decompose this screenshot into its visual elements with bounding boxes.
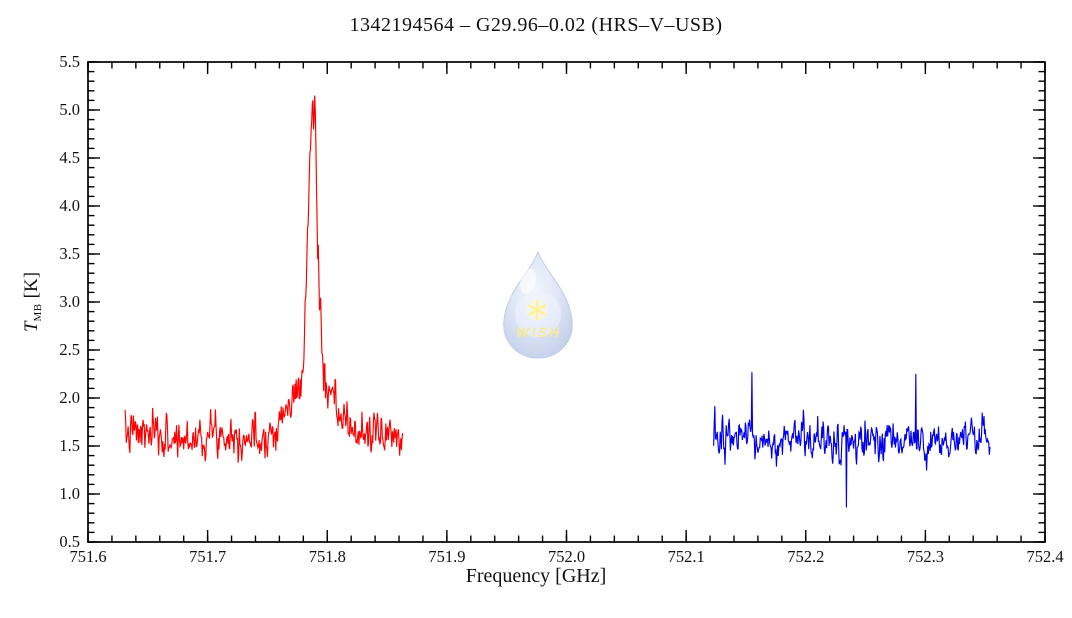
y-tick-label: 4.0 xyxy=(59,196,80,215)
y-tick-label: 2.5 xyxy=(59,340,80,359)
y-tick-label: 0.5 xyxy=(59,532,80,551)
x-tick-label: 752.0 xyxy=(547,547,586,566)
plot-title: 1342194564 – G29.96–0.02 (HRS–V–USB) xyxy=(349,14,723,36)
y-tick-label: 3.5 xyxy=(59,244,80,263)
x-tick-label: 752.2 xyxy=(787,547,825,566)
y-tick-label: 5.5 xyxy=(59,52,80,71)
x-tick-label: 752.1 xyxy=(667,547,705,566)
x-tick-label: 751.9 xyxy=(428,547,466,566)
wish-star-icon xyxy=(528,299,546,321)
wish-watermark: WISH xyxy=(503,250,573,359)
series-lower-sideband-segment-red xyxy=(124,95,404,463)
wish-logo-text: WISH xyxy=(516,325,561,340)
x-tick-label: 751.7 xyxy=(189,547,227,566)
series-upper-sideband-segment-blue xyxy=(713,372,991,508)
y-tick-label: 3.0 xyxy=(59,292,80,311)
y-tick-label: 1.0 xyxy=(59,484,80,503)
y-tick-label: 1.5 xyxy=(59,436,80,455)
x-tick-label: 752.3 xyxy=(906,547,944,566)
x-tick-label: 751.8 xyxy=(308,547,346,566)
y-tick-label: 2.0 xyxy=(59,388,80,407)
x-tick-label: 752.4 xyxy=(1026,547,1064,566)
x-axis-label: Frequency [GHz] xyxy=(465,565,607,587)
plot-frame xyxy=(87,61,1046,543)
x-tick-label: 751.6 xyxy=(69,547,107,566)
spectra-series xyxy=(124,95,991,508)
wish-drop-highlight xyxy=(519,268,537,294)
y-tick-label: 4.5 xyxy=(59,148,80,167)
y-tick-label: 5.0 xyxy=(59,100,80,119)
